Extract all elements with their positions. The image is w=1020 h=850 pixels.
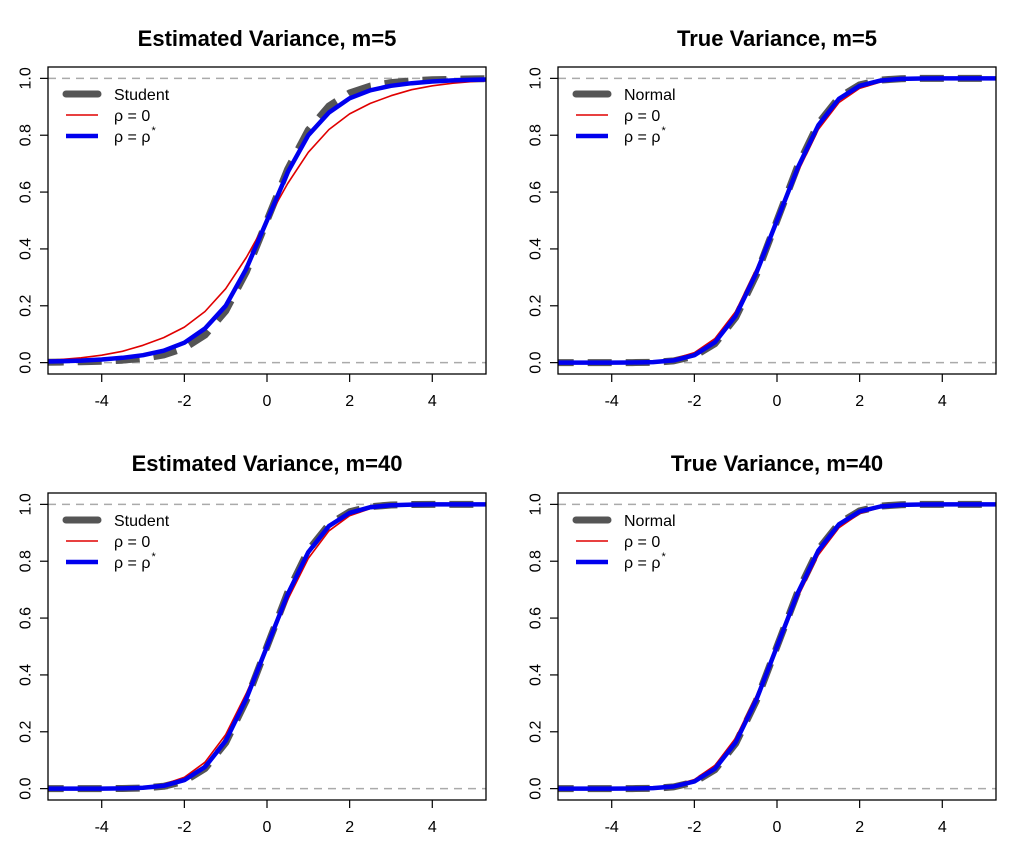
legend: Normal ρ = 0ρ = ρ* [572, 87, 676, 146]
y-tick-label: 0.8 [528, 124, 545, 146]
y-tick-label: 0.8 [528, 550, 545, 572]
y-tick-label: 0.0 [18, 777, 35, 799]
legend-label: ρ = 0 [624, 108, 660, 125]
x-tick-label: -4 [605, 819, 619, 836]
series-group [558, 74, 996, 367]
x-tick-label: 4 [428, 819, 437, 836]
legend-label: ρ = ρ* [624, 125, 666, 146]
chart-title: Estimated Variance, m=40 [132, 451, 403, 476]
y-tick-label: 0.0 [528, 351, 545, 373]
y-tick-label: 0.0 [528, 777, 545, 799]
chart-title: True Variance, m=40 [671, 451, 883, 476]
x-tick-label: 0 [263, 819, 272, 836]
x-tick-label: 2 [855, 393, 864, 410]
legend-label: Student [114, 87, 170, 104]
series-group [48, 500, 486, 793]
x-tick-label: 0 [263, 393, 272, 410]
x-tick-label: -4 [95, 393, 109, 410]
legend: Normal ρ = 0ρ = ρ* [572, 513, 676, 572]
y-tick-label: 0.2 [528, 721, 545, 743]
chart-title: True Variance, m=5 [677, 26, 877, 51]
y-tick-label: 0.4 [18, 664, 35, 686]
legend-label: ρ = ρ* [114, 551, 156, 572]
y-tick-label: 0.2 [18, 721, 35, 743]
chart-title: Estimated Variance, m=5 [138, 26, 397, 51]
x-tick-label: 4 [428, 393, 437, 410]
y-tick-label: 0.6 [528, 181, 545, 203]
legend-label: Student [114, 513, 170, 530]
y-tick-label: 0.4 [528, 664, 545, 686]
legend: Student ρ = 0ρ = ρ* [62, 513, 170, 572]
chart-panel-2: True Variance, m=5 -4 -2 0 2 4 0.0 0.2 0.4 0.6 0.8… [528, 26, 997, 410]
legend-label: ρ = ρ* [114, 125, 156, 146]
y-tick-label: 0.6 [528, 607, 545, 629]
chart-panel-1: Estimated Variance, m=5 -4 -2 0 2 4 0.0 0.2 0.4 0… [18, 26, 487, 410]
x-tick-label: 4 [938, 819, 947, 836]
y-tick-label: 1.0 [18, 67, 35, 89]
x-tick-label: 0 [773, 393, 782, 410]
legend-label: ρ = 0 [114, 534, 150, 551]
y-tick-label: 0.6 [18, 607, 35, 629]
chart-panel-3: Estimated Variance, m=40 -4 -2 0 2 4 0.0 0.2 0.4… [18, 451, 487, 836]
y-tick-label: 1.0 [528, 67, 545, 89]
y-tick-label: 1.0 [18, 493, 35, 515]
y-tick-label: 0.6 [18, 181, 35, 203]
y-tick-label: 0.2 [18, 295, 35, 317]
series-group [48, 75, 486, 366]
legend-label: ρ = 0 [624, 534, 660, 551]
x-tick-label: -2 [687, 393, 701, 410]
y-tick-label: 0.4 [18, 238, 35, 260]
y-tick-label: 0.0 [18, 351, 35, 373]
series-line-rhostar [48, 77, 486, 364]
y-tick-label: 1.0 [528, 493, 545, 515]
y-tick-label: 0.8 [18, 550, 35, 572]
x-tick-label: 2 [855, 819, 864, 836]
legend: Student ρ = 0ρ = ρ* [62, 87, 170, 146]
y-tick-label: 0.8 [18, 124, 35, 146]
x-tick-label: 2 [345, 819, 354, 836]
legend-label: ρ = ρ* [624, 551, 666, 572]
x-tick-label: -2 [177, 819, 191, 836]
series-line-rhostar [558, 76, 996, 365]
y-tick-label: 0.4 [528, 238, 545, 260]
x-tick-label: 0 [773, 819, 782, 836]
x-tick-label: 4 [938, 393, 947, 410]
x-tick-label: -4 [95, 819, 109, 836]
x-tick-label: 2 [345, 393, 354, 410]
y-tick-label: 0.2 [528, 295, 545, 317]
series-line-rhostar [48, 502, 486, 791]
legend-label: ρ = 0 [114, 108, 150, 125]
series-line-rhostar [558, 502, 996, 791]
x-tick-label: -4 [605, 393, 619, 410]
legend-label: Normal [624, 87, 676, 104]
series-group [558, 500, 996, 793]
x-tick-label: -2 [177, 393, 191, 410]
legend-label: Normal [624, 513, 676, 530]
chart-panel-4: True Variance, m=40 -4 -2 0 2 4 0.0 0.2 0.4 0.6 0.… [528, 451, 997, 836]
x-tick-label: -2 [687, 819, 701, 836]
